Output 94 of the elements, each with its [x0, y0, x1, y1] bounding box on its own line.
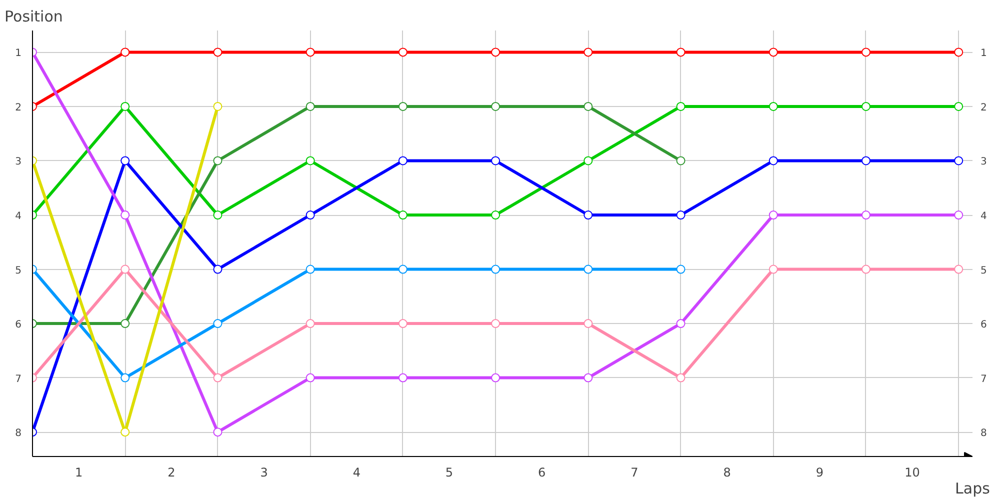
y2-tick-label: 7	[980, 374, 987, 385]
point	[120, 210, 130, 220]
y-tick-label: 8	[15, 428, 22, 440]
point	[120, 373, 130, 382]
x-tick-label: 2	[168, 466, 176, 480]
x-tick-label: 3	[260, 466, 268, 480]
point	[862, 48, 870, 57]
point	[768, 156, 778, 166]
y2-tick-label: 1	[980, 48, 987, 60]
point	[954, 48, 964, 57]
point	[120, 264, 130, 274]
point	[491, 210, 500, 220]
point	[120, 156, 130, 166]
point	[584, 319, 593, 328]
point	[213, 210, 222, 220]
point	[491, 102, 500, 111]
point	[306, 102, 315, 111]
point	[584, 102, 593, 111]
point	[213, 264, 222, 274]
x-tick-label: 1	[74, 466, 83, 480]
y2-tick-label: 2	[980, 102, 987, 114]
x-tick-label: 5	[445, 466, 454, 480]
point	[768, 102, 778, 111]
y-tick-label: 4	[15, 211, 22, 222]
y-tick-label: 7	[15, 374, 22, 385]
point	[676, 264, 686, 274]
point	[491, 48, 500, 57]
point	[120, 102, 130, 111]
point	[584, 156, 593, 166]
point	[491, 264, 500, 274]
point	[676, 48, 686, 57]
point	[491, 156, 500, 166]
x-tick-label: 8	[723, 466, 731, 480]
y-axis-title: Position	[4, 8, 63, 26]
x-tick-label: 9	[816, 466, 824, 480]
point	[306, 373, 315, 382]
y-tick-label: 2	[15, 102, 22, 114]
x-axis-title: Laps	[955, 480, 990, 498]
point	[584, 264, 593, 274]
point	[398, 102, 408, 111]
point	[676, 373, 686, 382]
point	[120, 428, 130, 437]
point	[306, 210, 315, 220]
point	[584, 373, 593, 382]
point	[398, 210, 408, 220]
y-tick-label: 1	[15, 48, 22, 60]
point	[213, 102, 222, 111]
point	[768, 210, 778, 220]
point	[862, 156, 870, 166]
point	[306, 156, 315, 166]
point	[954, 264, 964, 274]
point	[306, 264, 315, 274]
point	[862, 210, 870, 220]
point	[584, 48, 593, 57]
point	[306, 48, 315, 57]
x-tick-label: 4	[352, 466, 360, 480]
x-tick-label: 7	[630, 466, 638, 480]
y-tick-label: 5	[15, 265, 22, 276]
point	[398, 319, 408, 328]
point	[676, 156, 686, 166]
point	[120, 319, 130, 328]
point	[213, 373, 222, 382]
point	[676, 210, 686, 220]
point	[862, 102, 870, 111]
point	[120, 48, 130, 57]
point	[213, 319, 222, 328]
point	[398, 264, 408, 274]
point	[398, 373, 408, 382]
y-tick-label: 3	[15, 156, 22, 168]
point	[862, 264, 870, 274]
y2-tick-label: 3	[980, 156, 987, 168]
point	[213, 156, 222, 166]
y2-tick-label: 6	[980, 320, 987, 331]
y-tick-label: 6	[15, 320, 22, 331]
point	[954, 156, 964, 166]
point	[213, 48, 222, 57]
point	[954, 210, 964, 220]
point	[398, 156, 408, 166]
point	[306, 319, 315, 328]
point	[768, 264, 778, 274]
point	[954, 102, 964, 111]
point	[491, 319, 500, 328]
x-tick-label: 10	[904, 466, 920, 480]
point	[398, 48, 408, 57]
y2-tick-label: 8	[980, 428, 987, 440]
y2-tick-label: 5	[980, 265, 987, 276]
point	[213, 428, 222, 437]
point	[676, 319, 686, 328]
y2-tick-label: 4	[980, 211, 987, 222]
x-tick-label: 6	[538, 466, 546, 480]
point	[768, 48, 778, 57]
point	[676, 102, 686, 111]
point	[584, 210, 593, 220]
point	[491, 373, 500, 382]
